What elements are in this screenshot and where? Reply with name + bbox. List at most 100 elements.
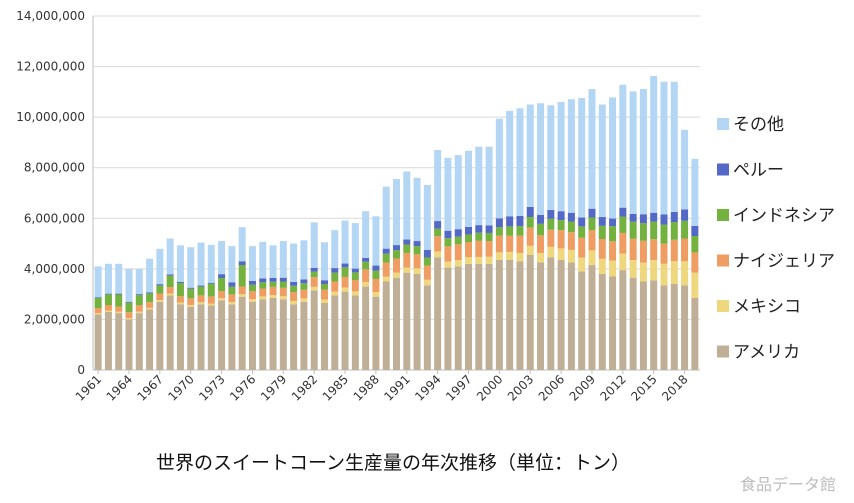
bar-segment-s5: [290, 243, 298, 283]
x-tick-label: 1967: [134, 372, 165, 403]
bar-segment-s3: [547, 218, 555, 230]
x-tick-label: 2000: [474, 372, 505, 403]
bar-stack-2015: [650, 75, 658, 370]
bar-segment-s2: [135, 305, 143, 312]
bar-segment-s0: [434, 257, 442, 370]
y-tick-label: 6,000,000: [24, 211, 85, 225]
bar-segment-s2: [650, 239, 658, 261]
bar-segment-s3: [660, 224, 668, 244]
bar-segment-s4: [176, 282, 184, 284]
bar-segment-s0: [506, 260, 514, 370]
bar-stack-1968: [166, 238, 174, 370]
bar-segment-s1: [300, 298, 308, 302]
bar-segment-s1: [670, 261, 678, 285]
bar-segment-s4: [598, 217, 606, 226]
chart-title: 世界のスイートコーン生産量の年次推移（単位：トン）: [156, 452, 630, 474]
bar-segment-s4: [248, 280, 256, 285]
bar-stack-1969: [176, 245, 184, 370]
bar-segment-s3: [434, 228, 442, 237]
bar-segment-s0: [248, 301, 256, 370]
x-tick-label: 1985: [320, 372, 351, 403]
bar-segment-s4: [485, 225, 493, 233]
bar-segment-s4: [331, 268, 339, 273]
bar-segment-s3: [454, 236, 462, 245]
bar-segment-s0: [444, 267, 452, 370]
y-tick-label: 14,000,000: [16, 9, 85, 23]
bar-segment-s0: [485, 263, 493, 370]
bar-segment-s2: [228, 294, 236, 302]
bar-segment-s0: [176, 304, 184, 370]
bar-stack-2001: [506, 110, 514, 370]
bar-segment-s5: [372, 216, 380, 266]
bar-segment-s3: [259, 282, 267, 289]
bar-segment-s4: [351, 268, 359, 273]
bar-segment-s5: [331, 230, 339, 269]
bar-stack-1990: [393, 179, 400, 370]
bar-stack-1992: [413, 177, 421, 370]
bar-segment-s2: [516, 235, 524, 253]
bar-segment-s0: [187, 306, 195, 370]
legend-label: アメリカ: [733, 343, 800, 363]
bar-segment-s3: [197, 286, 205, 296]
bar-stack-1982: [310, 222, 318, 370]
bar-segment-s5: [238, 227, 246, 262]
bar-segment-s2: [444, 246, 452, 262]
bar-segment-s4: [341, 263, 349, 268]
x-tick-label: 1970: [165, 372, 196, 403]
bar-segment-s1: [506, 251, 514, 261]
bar-segment-s2: [372, 278, 380, 293]
bar-segment-s2: [403, 252, 411, 268]
bar-segment-s5: [218, 241, 226, 275]
bar-segment-s0: [588, 265, 596, 370]
bar-segment-s4: [506, 216, 514, 227]
bar-segment-s1: [115, 311, 123, 314]
bar-segment-s1: [619, 253, 627, 271]
bar-segment-s3: [248, 284, 256, 292]
bar-segment-s3: [598, 225, 606, 240]
legend-swatch: [717, 345, 729, 358]
bar-segment-s3: [619, 216, 627, 233]
bar-stack-2018: [681, 129, 689, 370]
x-tick-label: 1982: [289, 372, 320, 403]
bar-segment-s2: [156, 293, 164, 301]
bar-segment-s1: [547, 246, 555, 258]
bar-segment-s0: [681, 285, 689, 370]
bar-stack-1981: [300, 240, 308, 370]
bar-segment-s5: [557, 101, 565, 212]
bar-segment-s5: [269, 245, 277, 278]
bar-stack-1983: [320, 242, 328, 370]
bar-segment-s4: [403, 239, 411, 245]
bar-segment-s0: [207, 305, 215, 370]
bar-segment-s4: [320, 280, 328, 285]
bar-segment-s4: [382, 248, 390, 254]
bar-segment-s5: [681, 129, 689, 210]
bar-segment-s4: [372, 265, 380, 271]
bar-segment-s0: [526, 254, 534, 370]
bar-segment-s3: [567, 221, 575, 233]
bar-segment-s1: [444, 261, 452, 268]
bar-segment-s2: [495, 235, 503, 253]
bar-segment-s0: [639, 281, 647, 370]
bar-segment-s0: [331, 295, 339, 370]
bar-segment-s1: [310, 286, 318, 291]
bar-segment-s4: [104, 293, 112, 295]
bar-segment-s1: [135, 311, 143, 314]
legend-swatch: [717, 209, 729, 221]
bar-stack-1962: [104, 263, 112, 370]
bar-segment-s4: [588, 208, 596, 218]
bar-stack-2010: [598, 104, 606, 370]
bar-segment-s1: [279, 296, 287, 300]
bar-segment-s3: [516, 226, 524, 236]
bar-segment-s3: [104, 294, 112, 306]
bar-segment-s0: [320, 302, 328, 370]
x-tick-label: 2006: [536, 372, 567, 403]
bar-segment-s2: [115, 306, 123, 312]
bar-stack-1989: [382, 186, 390, 370]
bar-segment-s3: [557, 220, 565, 231]
bar-segment-s3: [310, 271, 318, 278]
bar-segment-s2: [547, 229, 555, 247]
bar-segment-s3: [423, 257, 431, 266]
bar-segment-s2: [660, 243, 668, 264]
bar-segment-s1: [341, 287, 349, 292]
